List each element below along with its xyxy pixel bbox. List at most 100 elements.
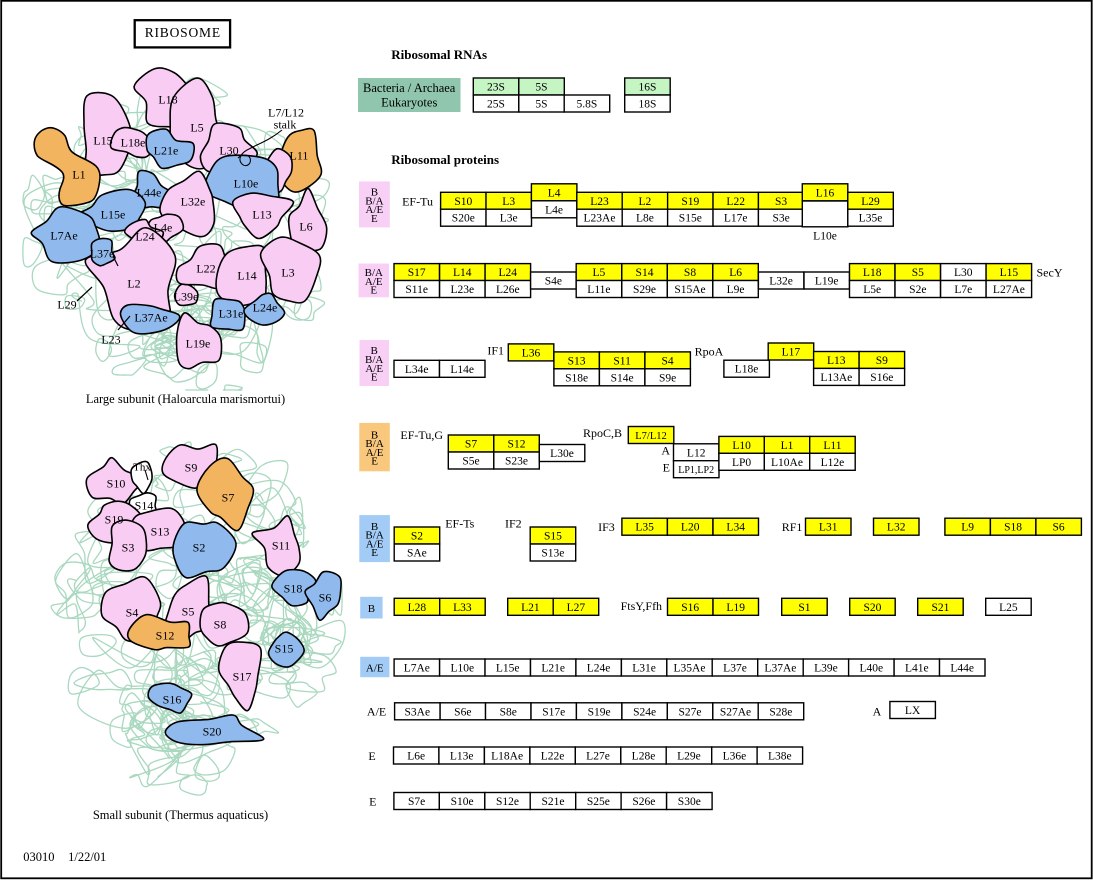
svg-text:L23Ae: L23Ae — [584, 213, 616, 225]
svg-text:EF-Tu: EF-Tu — [402, 194, 433, 208]
svg-text:RpoA: RpoA — [695, 345, 724, 359]
svg-text:L37Ae: L37Ae — [764, 663, 796, 675]
svg-text:S7: S7 — [222, 490, 235, 504]
svg-text:S3: S3 — [122, 540, 135, 554]
svg-text:E: E — [368, 749, 375, 763]
svg-text:B/A: B/A — [365, 354, 383, 366]
svg-text:L39e: L39e — [174, 289, 199, 303]
svg-text:stalk: stalk — [274, 117, 297, 131]
svg-text:S7: S7 — [465, 439, 477, 451]
svg-text:L15: L15 — [1000, 267, 1019, 279]
svg-text:L23e: L23e — [450, 284, 474, 296]
svg-text:S12: S12 — [508, 439, 526, 451]
svg-text:L12e: L12e — [821, 457, 845, 469]
svg-text:L10e: L10e — [450, 663, 474, 675]
svg-text:S24e: S24e — [633, 706, 656, 718]
svg-text:S5e: S5e — [462, 456, 479, 468]
svg-text:L35: L35 — [635, 522, 654, 534]
svg-text:S29e: S29e — [633, 284, 656, 296]
svg-text:B/A: B/A — [365, 438, 383, 450]
svg-text:S20: S20 — [203, 724, 222, 738]
svg-text:5S: 5S — [535, 99, 547, 111]
svg-text:L14e: L14e — [450, 364, 474, 376]
svg-text:L6: L6 — [299, 219, 312, 233]
svg-text:L36e: L36e — [723, 751, 747, 763]
svg-text:16S: 16S — [638, 82, 656, 94]
svg-text:S17: S17 — [408, 267, 426, 279]
svg-text:S2: S2 — [193, 540, 206, 554]
svg-text:L10Ae: L10Ae — [771, 457, 803, 469]
svg-text:FtsY,Ffh: FtsY,Ffh — [621, 599, 662, 613]
svg-text:S12e: S12e — [496, 796, 519, 808]
svg-text:L7Ae: L7Ae — [50, 228, 77, 242]
svg-text:S6e: S6e — [454, 706, 471, 718]
svg-text:S8: S8 — [214, 617, 227, 631]
svg-text:L29: L29 — [57, 297, 76, 311]
svg-text:S16: S16 — [681, 602, 699, 614]
svg-text:IF2: IF2 — [505, 517, 522, 531]
svg-text:L31: L31 — [819, 522, 838, 534]
svg-text:RF1: RF1 — [782, 520, 803, 534]
svg-text:L39e: L39e — [814, 663, 838, 675]
svg-text:A/E: A/E — [365, 276, 383, 288]
svg-text:S10: S10 — [454, 196, 472, 208]
svg-text:L27e: L27e — [586, 751, 610, 763]
svg-text:S14e: S14e — [611, 372, 634, 384]
svg-text:L21e: L21e — [154, 143, 179, 157]
svg-text:L7e: L7e — [954, 284, 972, 296]
svg-text:S20e: S20e — [452, 213, 475, 225]
svg-text:L7/L12: L7/L12 — [635, 431, 667, 442]
svg-text:S15: S15 — [275, 641, 294, 655]
svg-text:A/E: A/E — [367, 705, 386, 719]
svg-text:L17e: L17e — [724, 213, 748, 225]
svg-text:L21e: L21e — [541, 663, 565, 675]
svg-text:L37Ae: L37Ae — [134, 310, 167, 324]
svg-text:S5: S5 — [912, 267, 924, 279]
svg-text:L19e: L19e — [815, 276, 839, 288]
svg-text:S30e: S30e — [678, 796, 701, 808]
svg-text:L12: L12 — [687, 447, 706, 459]
svg-text:L30: L30 — [954, 267, 973, 279]
svg-text:03010: 03010 — [23, 850, 54, 864]
svg-text:L32e: L32e — [769, 276, 793, 288]
svg-text:L32e: L32e — [181, 194, 206, 208]
svg-text:L32: L32 — [887, 522, 906, 534]
svg-text:S17: S17 — [233, 669, 252, 683]
svg-text:S15e: S15e — [679, 213, 702, 225]
svg-text:Ribosomal proteins: Ribosomal proteins — [391, 152, 499, 167]
svg-text:S15Ae: S15Ae — [674, 284, 705, 296]
svg-text:L5e: L5e — [863, 284, 881, 296]
svg-text:Bacteria / Archaea: Bacteria / Archaea — [363, 81, 456, 95]
svg-text:L10e: L10e — [813, 231, 837, 243]
svg-text:L8e: L8e — [636, 213, 654, 225]
svg-text:SAe: SAe — [407, 548, 427, 560]
svg-text:B: B — [371, 429, 378, 441]
svg-text:IF3: IF3 — [598, 520, 615, 534]
svg-text:L28e: L28e — [632, 751, 656, 763]
svg-text:L34: L34 — [726, 522, 745, 534]
svg-text:23S: 23S — [487, 82, 505, 94]
svg-text:L5: L5 — [593, 267, 606, 279]
svg-text:L20: L20 — [681, 522, 700, 534]
svg-text:S8e: S8e — [500, 706, 517, 718]
svg-text:SecY: SecY — [1037, 266, 1063, 280]
svg-text:S18e: S18e — [565, 372, 588, 384]
svg-text:S15: S15 — [544, 531, 562, 543]
svg-text:L5: L5 — [190, 120, 203, 134]
svg-text:L18: L18 — [158, 92, 177, 106]
svg-text:L1: L1 — [72, 167, 85, 181]
svg-text:L14: L14 — [453, 267, 472, 279]
svg-text:L31e: L31e — [632, 663, 656, 675]
svg-text:L24e: L24e — [253, 300, 278, 314]
svg-text:Large subunit (Haloarcula mar: Large subunit (Haloarcula marismortui) — [86, 392, 285, 406]
svg-text:B: B — [371, 345, 378, 357]
svg-text:S7e: S7e — [408, 796, 425, 808]
svg-text:L41e: L41e — [905, 663, 929, 675]
svg-text:L17: L17 — [782, 347, 801, 359]
svg-text:S20: S20 — [863, 602, 881, 614]
svg-text:LX: LX — [905, 705, 921, 717]
svg-text:L29e: L29e — [677, 751, 701, 763]
svg-text:S19e: S19e — [588, 706, 611, 718]
svg-text:5S: 5S — [535, 82, 547, 94]
svg-text:L2: L2 — [127, 276, 140, 290]
